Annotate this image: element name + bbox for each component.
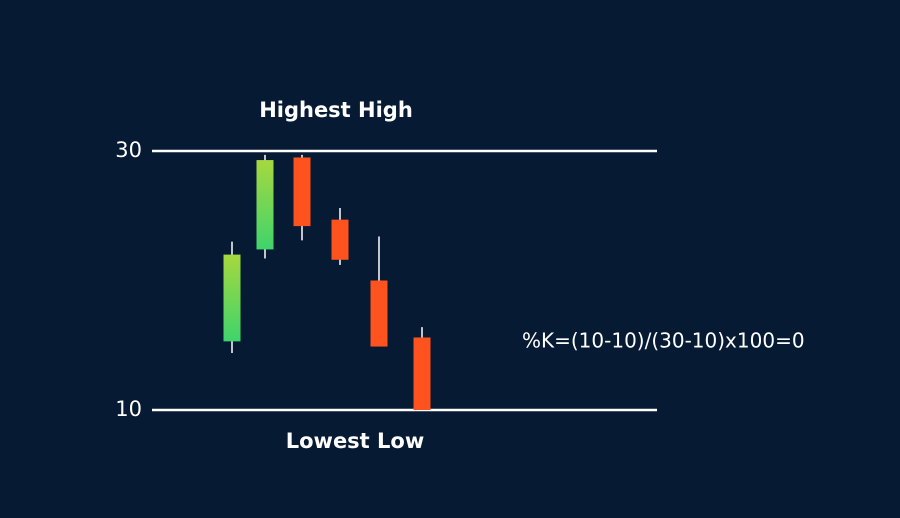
- annotation: Lowest Low: [286, 429, 425, 453]
- annotation: %K=(10-10)/(30-10)x100=0: [522, 329, 805, 353]
- y-tick-label: 10: [115, 397, 142, 421]
- candle-body: [256, 160, 274, 250]
- candle-body: [370, 280, 388, 347]
- y-tick-label: 30: [115, 138, 142, 162]
- candle-body: [331, 219, 349, 260]
- candle-body: [223, 254, 241, 342]
- candle-body: [413, 337, 431, 410]
- annotation: Highest High: [259, 98, 413, 122]
- candle-body: [293, 157, 311, 227]
